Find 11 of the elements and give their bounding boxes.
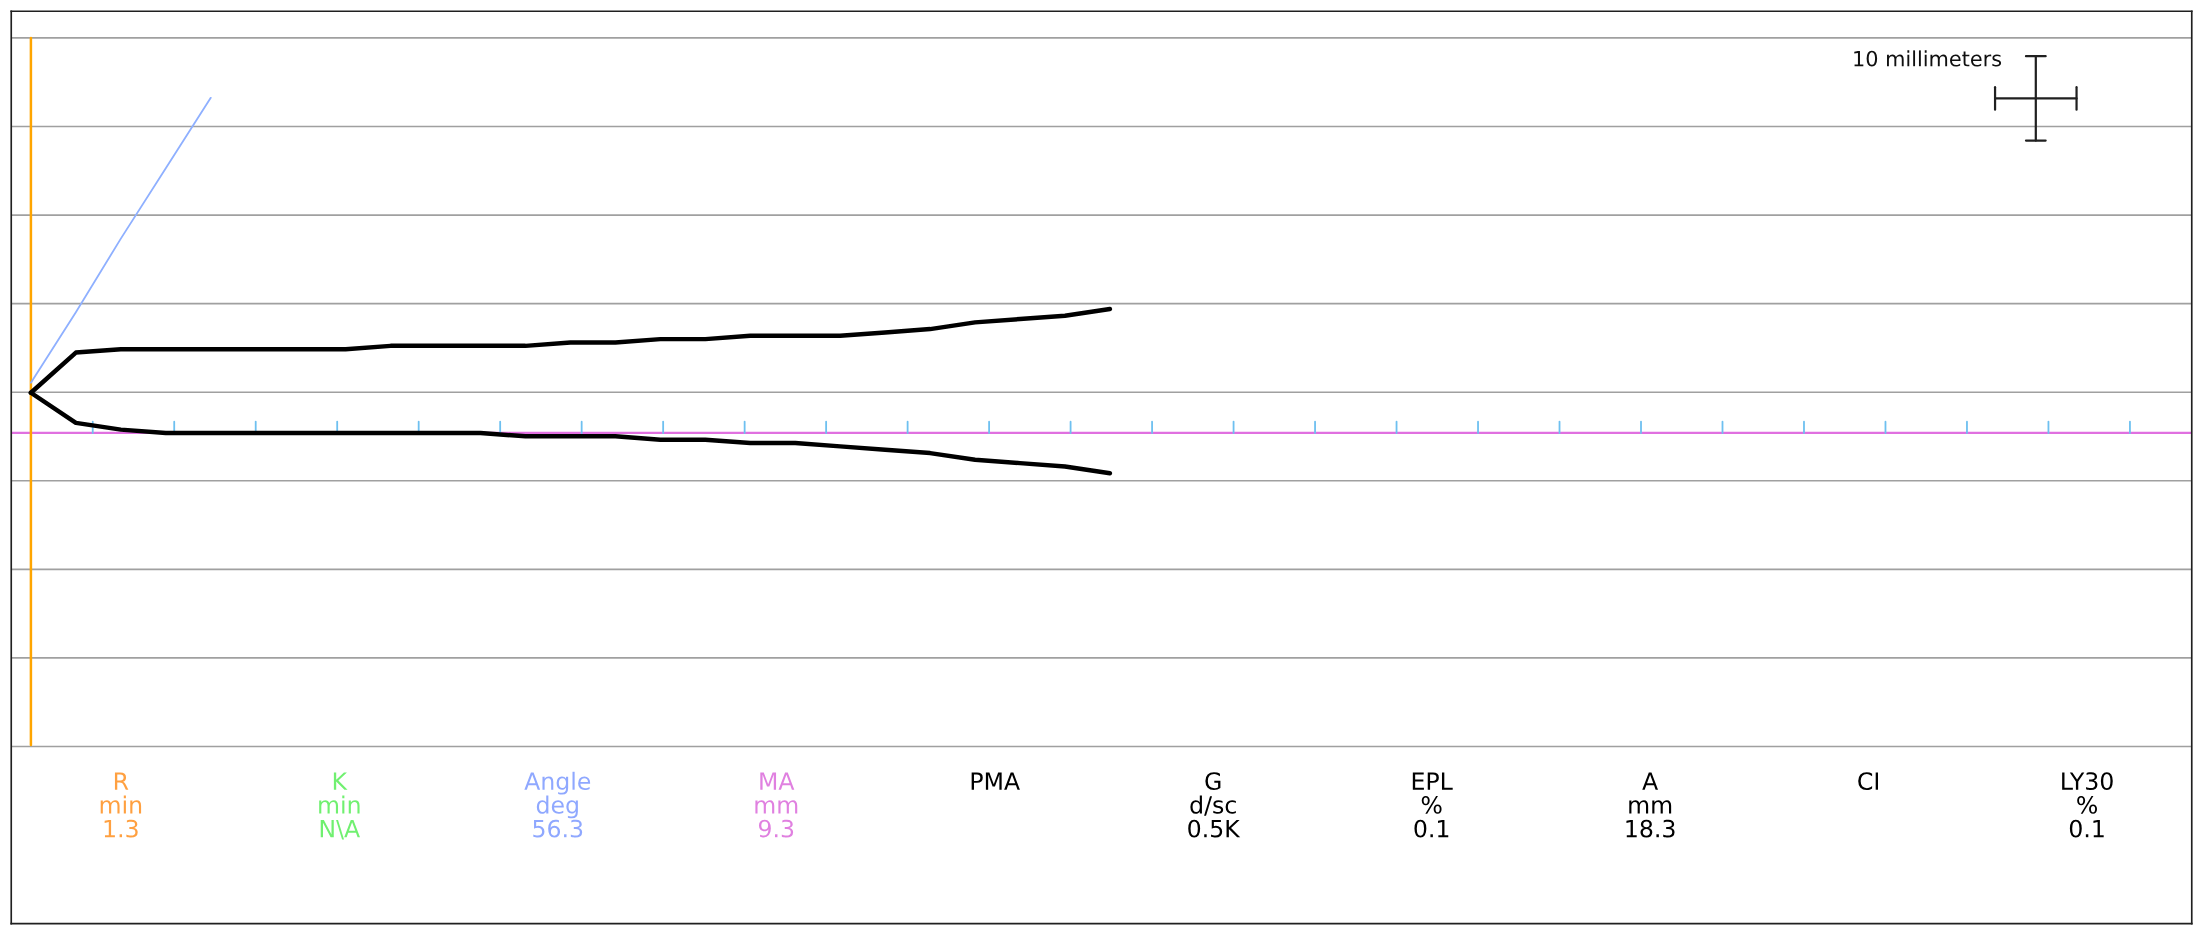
text: EPL % 0.1 <box>1412 772 1453 838</box>
text: R min 1.3 <box>100 772 142 838</box>
text: A mm 18.3 <box>1626 772 1675 838</box>
text: MA mm 9.3 <box>755 772 798 838</box>
text: K min N\A <box>319 772 360 840</box>
text: LY30 % 0.1 <box>2062 772 2113 838</box>
text: CI <box>1858 772 1879 791</box>
text: G d/sc 0.5K <box>1188 772 1241 838</box>
text: PMA <box>971 772 1020 790</box>
text: Angle deg 56.3 <box>524 771 591 838</box>
text: 10 millimeters <box>1854 50 2002 67</box>
